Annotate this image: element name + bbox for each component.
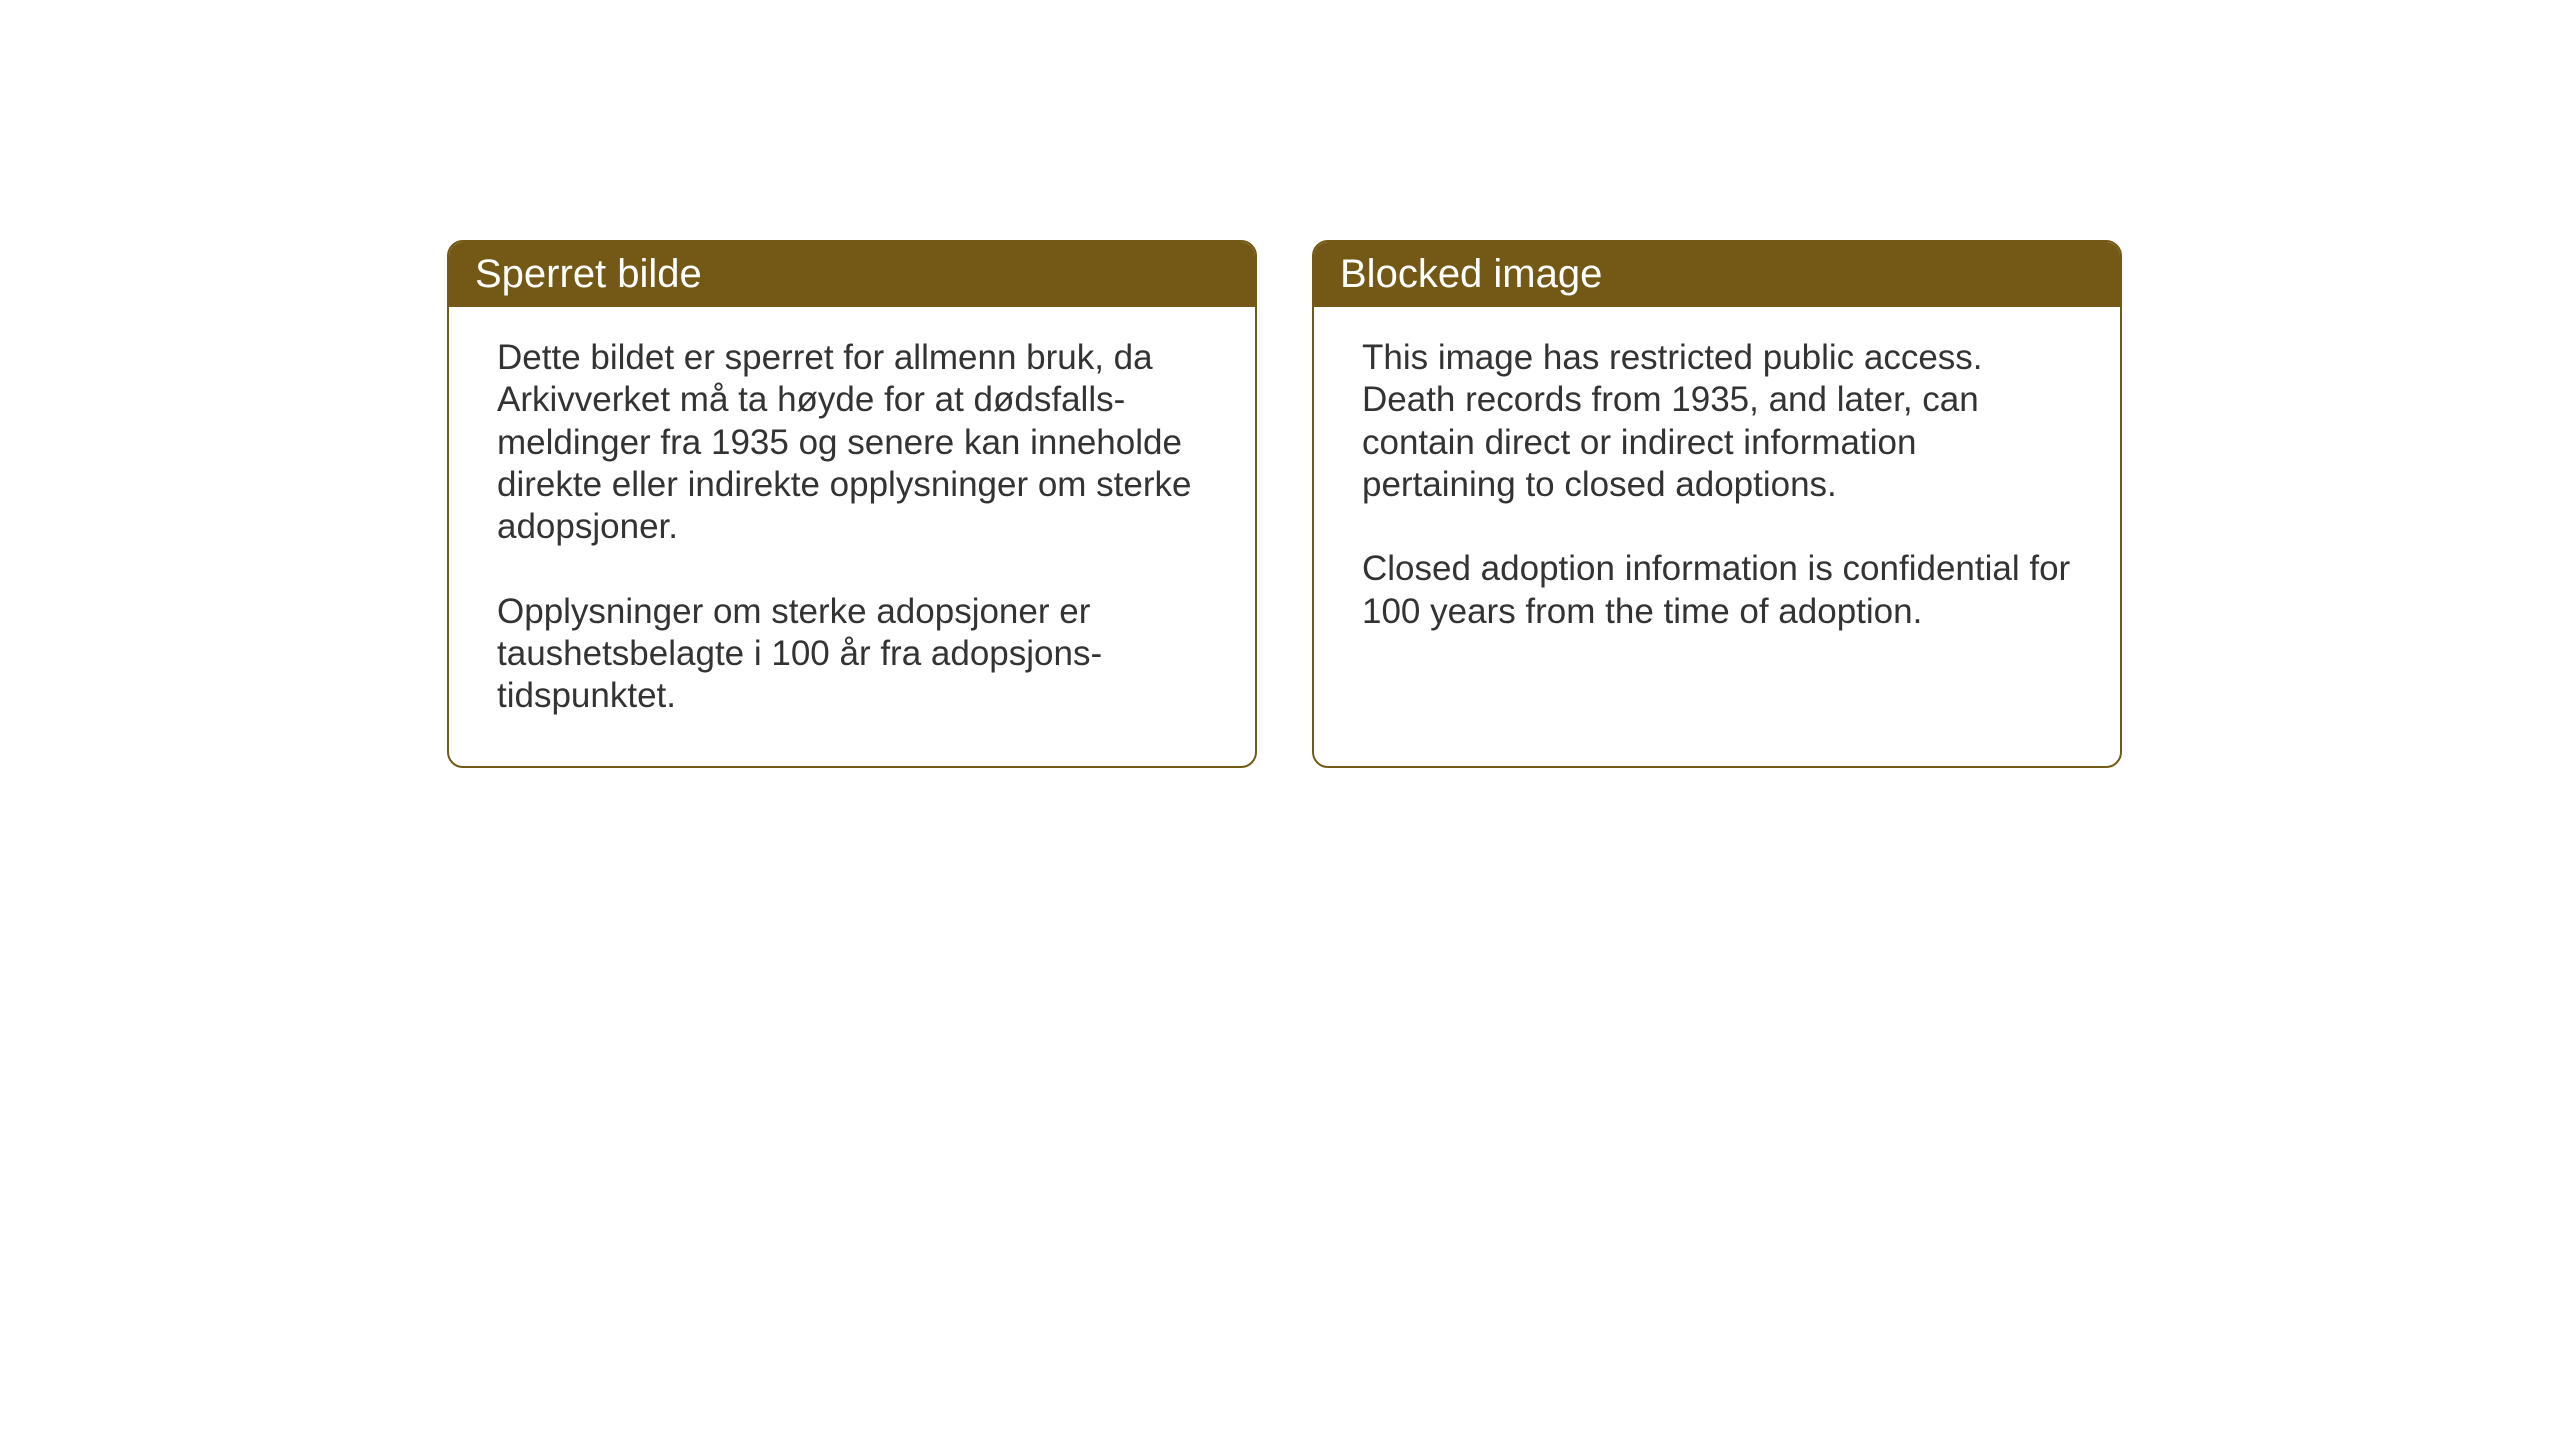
card-paragraph-2-english: Closed adoption information is confident… — [1362, 548, 2072, 633]
card-title-english: Blocked image — [1340, 252, 1602, 296]
card-body-norwegian: Dette bildet er sperret for allmenn bruk… — [449, 307, 1255, 766]
card-header-english: Blocked image — [1314, 242, 2120, 307]
card-paragraph-2-norwegian: Opplysninger om sterke adopsjoner er tau… — [497, 591, 1207, 718]
notice-container: Sperret bilde Dette bildet er sperret fo… — [447, 240, 2122, 768]
card-paragraph-1-english: This image has restricted public access.… — [1362, 337, 2072, 506]
card-paragraph-1-norwegian: Dette bildet er sperret for allmenn bruk… — [497, 337, 1207, 549]
notice-card-english: Blocked image This image has restricted … — [1312, 240, 2122, 768]
notice-card-norwegian: Sperret bilde Dette bildet er sperret fo… — [447, 240, 1257, 768]
card-header-norwegian: Sperret bilde — [449, 242, 1255, 307]
card-body-english: This image has restricted public access.… — [1314, 307, 2120, 681]
card-title-norwegian: Sperret bilde — [475, 252, 702, 296]
